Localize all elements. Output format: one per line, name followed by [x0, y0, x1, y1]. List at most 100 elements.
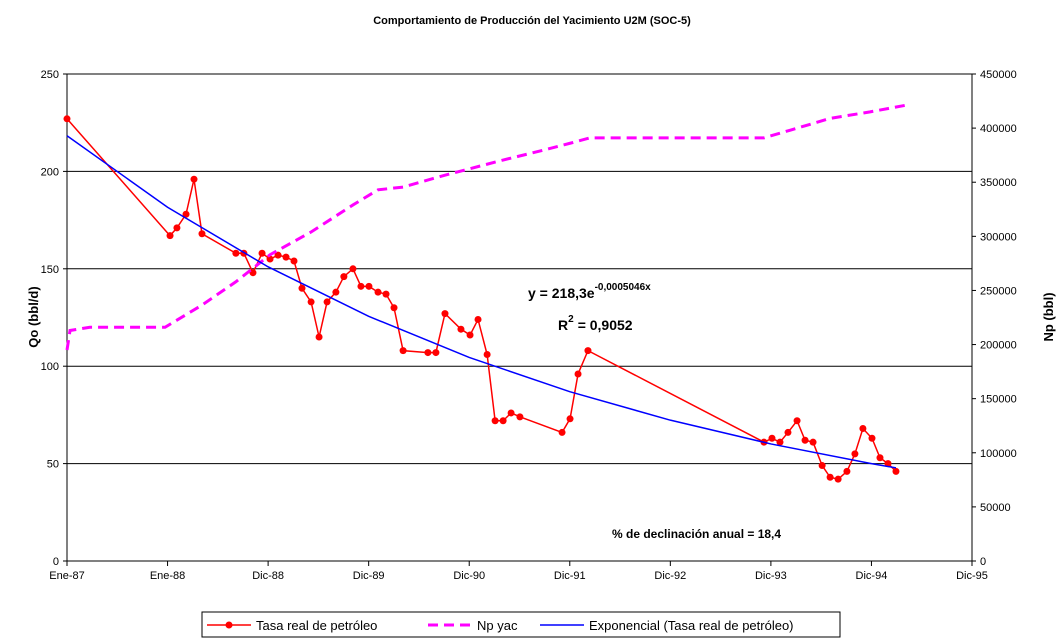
r-symbol: R	[558, 317, 568, 333]
legend-label: Exponencial (Tasa real de petróleo)	[589, 618, 794, 633]
y2-tick-label: 50000	[980, 502, 1011, 514]
y-tick-label: 200	[41, 166, 59, 178]
x-tick-label: Ene-87	[49, 570, 84, 582]
y-tick-label: 100	[41, 361, 59, 373]
data-point	[63, 115, 71, 123]
data-point	[340, 273, 348, 281]
y2-tick-label: 450000	[980, 69, 1017, 81]
data-point	[298, 284, 306, 292]
data-point	[793, 417, 801, 425]
data-point	[365, 282, 373, 290]
r-exponent: 2	[568, 314, 574, 325]
data-point	[274, 251, 282, 259]
x-tick-label: Dic-88	[252, 570, 284, 582]
data-point	[859, 425, 867, 433]
y2-tick-label: 0	[980, 556, 986, 568]
data-point	[173, 224, 181, 232]
data-point	[258, 249, 266, 257]
y2-tick-label: 350000	[980, 177, 1017, 189]
r-value: = 0,9052	[578, 317, 633, 333]
data-point	[349, 265, 357, 273]
data-point	[198, 230, 206, 238]
r-squared: R2 = 0,9052	[558, 314, 633, 333]
data-point	[818, 462, 826, 470]
data-point	[382, 290, 390, 298]
data-point	[851, 450, 859, 458]
data-point	[307, 298, 315, 306]
data-point	[424, 349, 432, 357]
data-point	[784, 428, 792, 436]
data-point	[809, 438, 817, 446]
x-tick-label: Dic-92	[654, 570, 686, 582]
chart-title: Comportamiento de Producción del Yacimie…	[373, 15, 691, 27]
series-line	[65, 103, 906, 351]
data-point	[399, 347, 407, 355]
x-tick-label: Dic-89	[353, 570, 385, 582]
data-point	[290, 257, 298, 265]
data-point	[374, 288, 382, 296]
data-point	[801, 436, 809, 444]
data-point	[332, 288, 340, 296]
equation-base: y = 218,3e	[528, 285, 595, 301]
data-point	[834, 475, 842, 483]
series-line	[66, 135, 897, 469]
data-point	[441, 310, 449, 318]
x-tick-label: Dic-95	[956, 570, 988, 582]
y-tick-label: 50	[47, 459, 59, 471]
x-tick-label: Dic-91	[554, 570, 586, 582]
y-tick-label: 150	[41, 264, 59, 276]
y-tick-label: 0	[53, 556, 59, 568]
data-point	[884, 460, 892, 468]
y2-tick-label: 250000	[980, 285, 1017, 297]
x-tick-label: Dic-94	[856, 570, 888, 582]
y2-axis-label: Np (bbl)	[1041, 292, 1056, 341]
legend-box	[201, 611, 841, 638]
equation-exponent: -0,0005046x	[595, 282, 652, 293]
data-point	[315, 333, 323, 341]
data-point	[166, 232, 174, 240]
y2-tick-label: 150000	[980, 394, 1017, 406]
legend-label: Np yac	[477, 618, 518, 633]
y2-tick-label: 400000	[980, 123, 1017, 135]
data-point	[876, 454, 884, 462]
y2-tick-label: 300000	[980, 231, 1017, 243]
data-point	[558, 428, 566, 436]
data-point	[432, 349, 440, 357]
data-point	[843, 467, 851, 475]
data-point	[892, 467, 900, 475]
data-point	[282, 253, 290, 261]
data-point	[474, 315, 482, 323]
data-point	[390, 304, 398, 312]
data-point	[323, 298, 331, 306]
y2-tick-label: 200000	[980, 340, 1017, 352]
data-point	[768, 434, 776, 442]
data-point	[499, 417, 507, 425]
data-point	[483, 351, 491, 359]
data-point	[266, 255, 274, 263]
y-tick-label: 250	[41, 69, 59, 81]
data-point	[868, 434, 876, 442]
data-point	[232, 249, 240, 257]
data-point	[357, 282, 365, 290]
data-point	[574, 370, 582, 378]
data-point	[182, 210, 190, 218]
data-point	[776, 438, 784, 446]
data-point	[584, 347, 592, 355]
y-axis-label: Qo (bbl/d)	[26, 286, 41, 347]
data-point	[516, 413, 524, 421]
data-point	[466, 331, 474, 339]
data-point	[491, 417, 499, 425]
data-point	[826, 473, 834, 481]
data-point	[457, 325, 465, 333]
legend-marker	[225, 621, 233, 629]
x-tick-label: Ene-88	[150, 570, 185, 582]
decline-note: % de declinación anual = 18,4	[612, 527, 781, 541]
y2-tick-label: 100000	[980, 448, 1017, 460]
legend-label: Tasa real de petróleo	[256, 618, 377, 633]
x-tick-label: Dic-93	[755, 570, 787, 582]
data-point	[566, 415, 574, 423]
data-point	[190, 175, 198, 183]
equation: y = 218,3e-0,0005046x	[528, 282, 651, 301]
